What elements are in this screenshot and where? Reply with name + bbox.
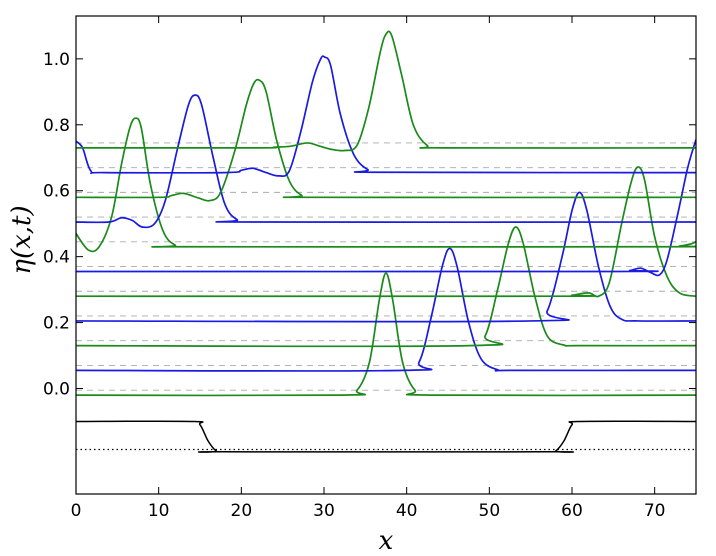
y-tick-label: 1.0 [43, 50, 70, 70]
series-line-11 [76, 30, 696, 152]
x-tick-label: 60 [561, 501, 583, 521]
series-line-5 [76, 166, 696, 298]
x-tick-label: 20 [231, 501, 253, 521]
series-line-6 [76, 139, 696, 277]
axis-ticks: 0 10 20 30 40 50 60 70 0.0 0.2 0.4 0.6 0.8 1.0 [43, 16, 696, 521]
bottom-profile [75, 420, 697, 453]
x-tick-label: 50 [479, 501, 501, 521]
series-line-2 [76, 247, 696, 372]
series-line-3 [76, 226, 696, 348]
series-line-8 [76, 94, 696, 229]
series-group [76, 30, 696, 397]
y-tick-label: 0.2 [43, 314, 70, 334]
reference-lines [76, 142, 696, 391]
x-tick-label: 0 [71, 501, 82, 521]
plot-frame [75, 15, 697, 495]
x-tick-label: 30 [313, 501, 335, 521]
y-axis-label: η(x,t) [7, 205, 37, 274]
x-tick-label: 10 [148, 501, 170, 521]
y-tick-label: 0.8 [43, 116, 70, 136]
series-line-1 [76, 272, 696, 397]
y-tick-label: 0.4 [43, 248, 70, 268]
series-line-10 [76, 55, 696, 178]
series-line-9 [76, 78, 696, 202]
bottom-profile-line [75, 420, 697, 453]
x-tick-label: 40 [396, 501, 418, 521]
x-axis-label: x [379, 526, 394, 556]
y-tick-label: 0.6 [43, 182, 70, 202]
y-tick-label: 0.0 [43, 380, 70, 400]
x-tick-label: 70 [644, 501, 666, 521]
series-line-4 [76, 191, 696, 323]
series-line-7 [76, 117, 696, 253]
